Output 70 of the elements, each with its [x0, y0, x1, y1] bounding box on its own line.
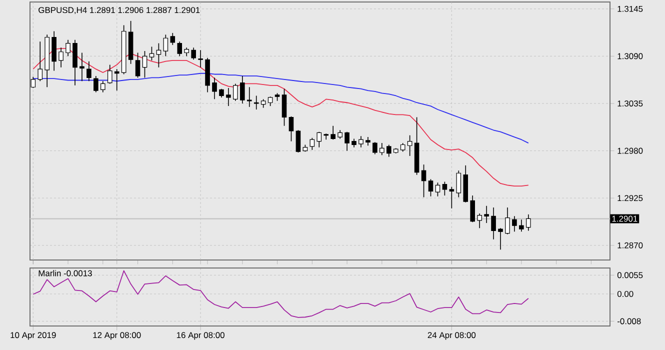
candlestick — [66, 39, 70, 57]
candlestick — [38, 41, 43, 82]
candlestick — [505, 207, 510, 235]
candlestick — [498, 228, 503, 250]
candlestick — [449, 186, 454, 209]
candlestick — [358, 136, 364, 148]
candlestick — [156, 42, 162, 68]
candlestick — [163, 34, 168, 57]
candlestick — [191, 47, 196, 60]
x-tick-label: 10 Apr 2019 — [10, 332, 56, 340]
candlestick — [344, 131, 350, 152]
y-tick-label: 1.3035 — [618, 100, 643, 106]
candlestick — [519, 219, 524, 232]
candlestick — [407, 134, 412, 156]
y-tick-label: 0.0055 — [617, 272, 643, 278]
candlestick — [240, 76, 245, 104]
candlestick — [170, 32, 176, 46]
candlestick — [212, 77, 217, 100]
candlestick — [456, 170, 462, 198]
candlestick — [254, 95, 259, 110]
candlestick — [316, 131, 322, 148]
candlestick — [233, 83, 238, 102]
candlestick — [86, 60, 92, 82]
candlestick — [198, 50, 203, 68]
candlestick — [330, 125, 336, 140]
chart-title: Marlin -0.0013 — [38, 270, 92, 276]
y-tick-label: 1.2980 — [618, 148, 643, 154]
candlestick — [442, 181, 448, 196]
ref-line-label: 1.2901 — [612, 216, 638, 222]
candlestick — [288, 116, 294, 142]
candlestick — [282, 88, 287, 126]
candlestick — [149, 46, 154, 61]
y-tick-label: 1.3090 — [618, 53, 643, 60]
candlestick — [94, 76, 98, 93]
candlestick — [477, 213, 482, 229]
x-tick-label: 24 Apr 08:00 — [428, 332, 476, 340]
candlestick — [246, 86, 252, 108]
candlestick — [386, 144, 392, 158]
text: GBPUSD,H4 1.2891 1.2906 1.2887 1.2901 — [38, 7, 200, 14]
candlestick — [491, 207, 496, 240]
candlestick — [268, 96, 273, 106]
y-tick-label: 1.2925 — [618, 195, 643, 202]
candlestick — [421, 164, 426, 198]
candlestick — [177, 41, 182, 57]
candlestick — [380, 142, 384, 156]
y-tick-label: 0.00 — [617, 290, 634, 297]
candlestick — [484, 205, 489, 224]
candlestick — [114, 68, 120, 91]
candlestick — [372, 142, 378, 155]
candlestick — [30, 76, 36, 88]
candlestick — [100, 80, 106, 93]
y-tick-label: 1.3145 — [618, 6, 643, 12]
candlestick — [324, 133, 329, 140]
y-tick-label: 1.2870 — [618, 242, 643, 248]
candlestick — [435, 182, 440, 197]
candlestick — [226, 88, 231, 106]
candlestick — [310, 137, 315, 150]
candlestick — [296, 130, 301, 153]
candlestick — [526, 214, 531, 232]
candlestick — [107, 64, 112, 84]
candlestick — [58, 47, 64, 68]
x-tick-label: 16 Apr 08:00 — [176, 332, 224, 340]
x-tick-label: 12 Apr 08:00 — [93, 332, 141, 340]
candlestick — [428, 178, 434, 197]
candlestick — [135, 52, 140, 78]
candlestick — [470, 195, 475, 223]
candlestick — [142, 50, 148, 78]
candlestick — [512, 216, 517, 232]
candlestick — [80, 52, 84, 82]
y-tick-label: -0.008 — [617, 318, 641, 324]
